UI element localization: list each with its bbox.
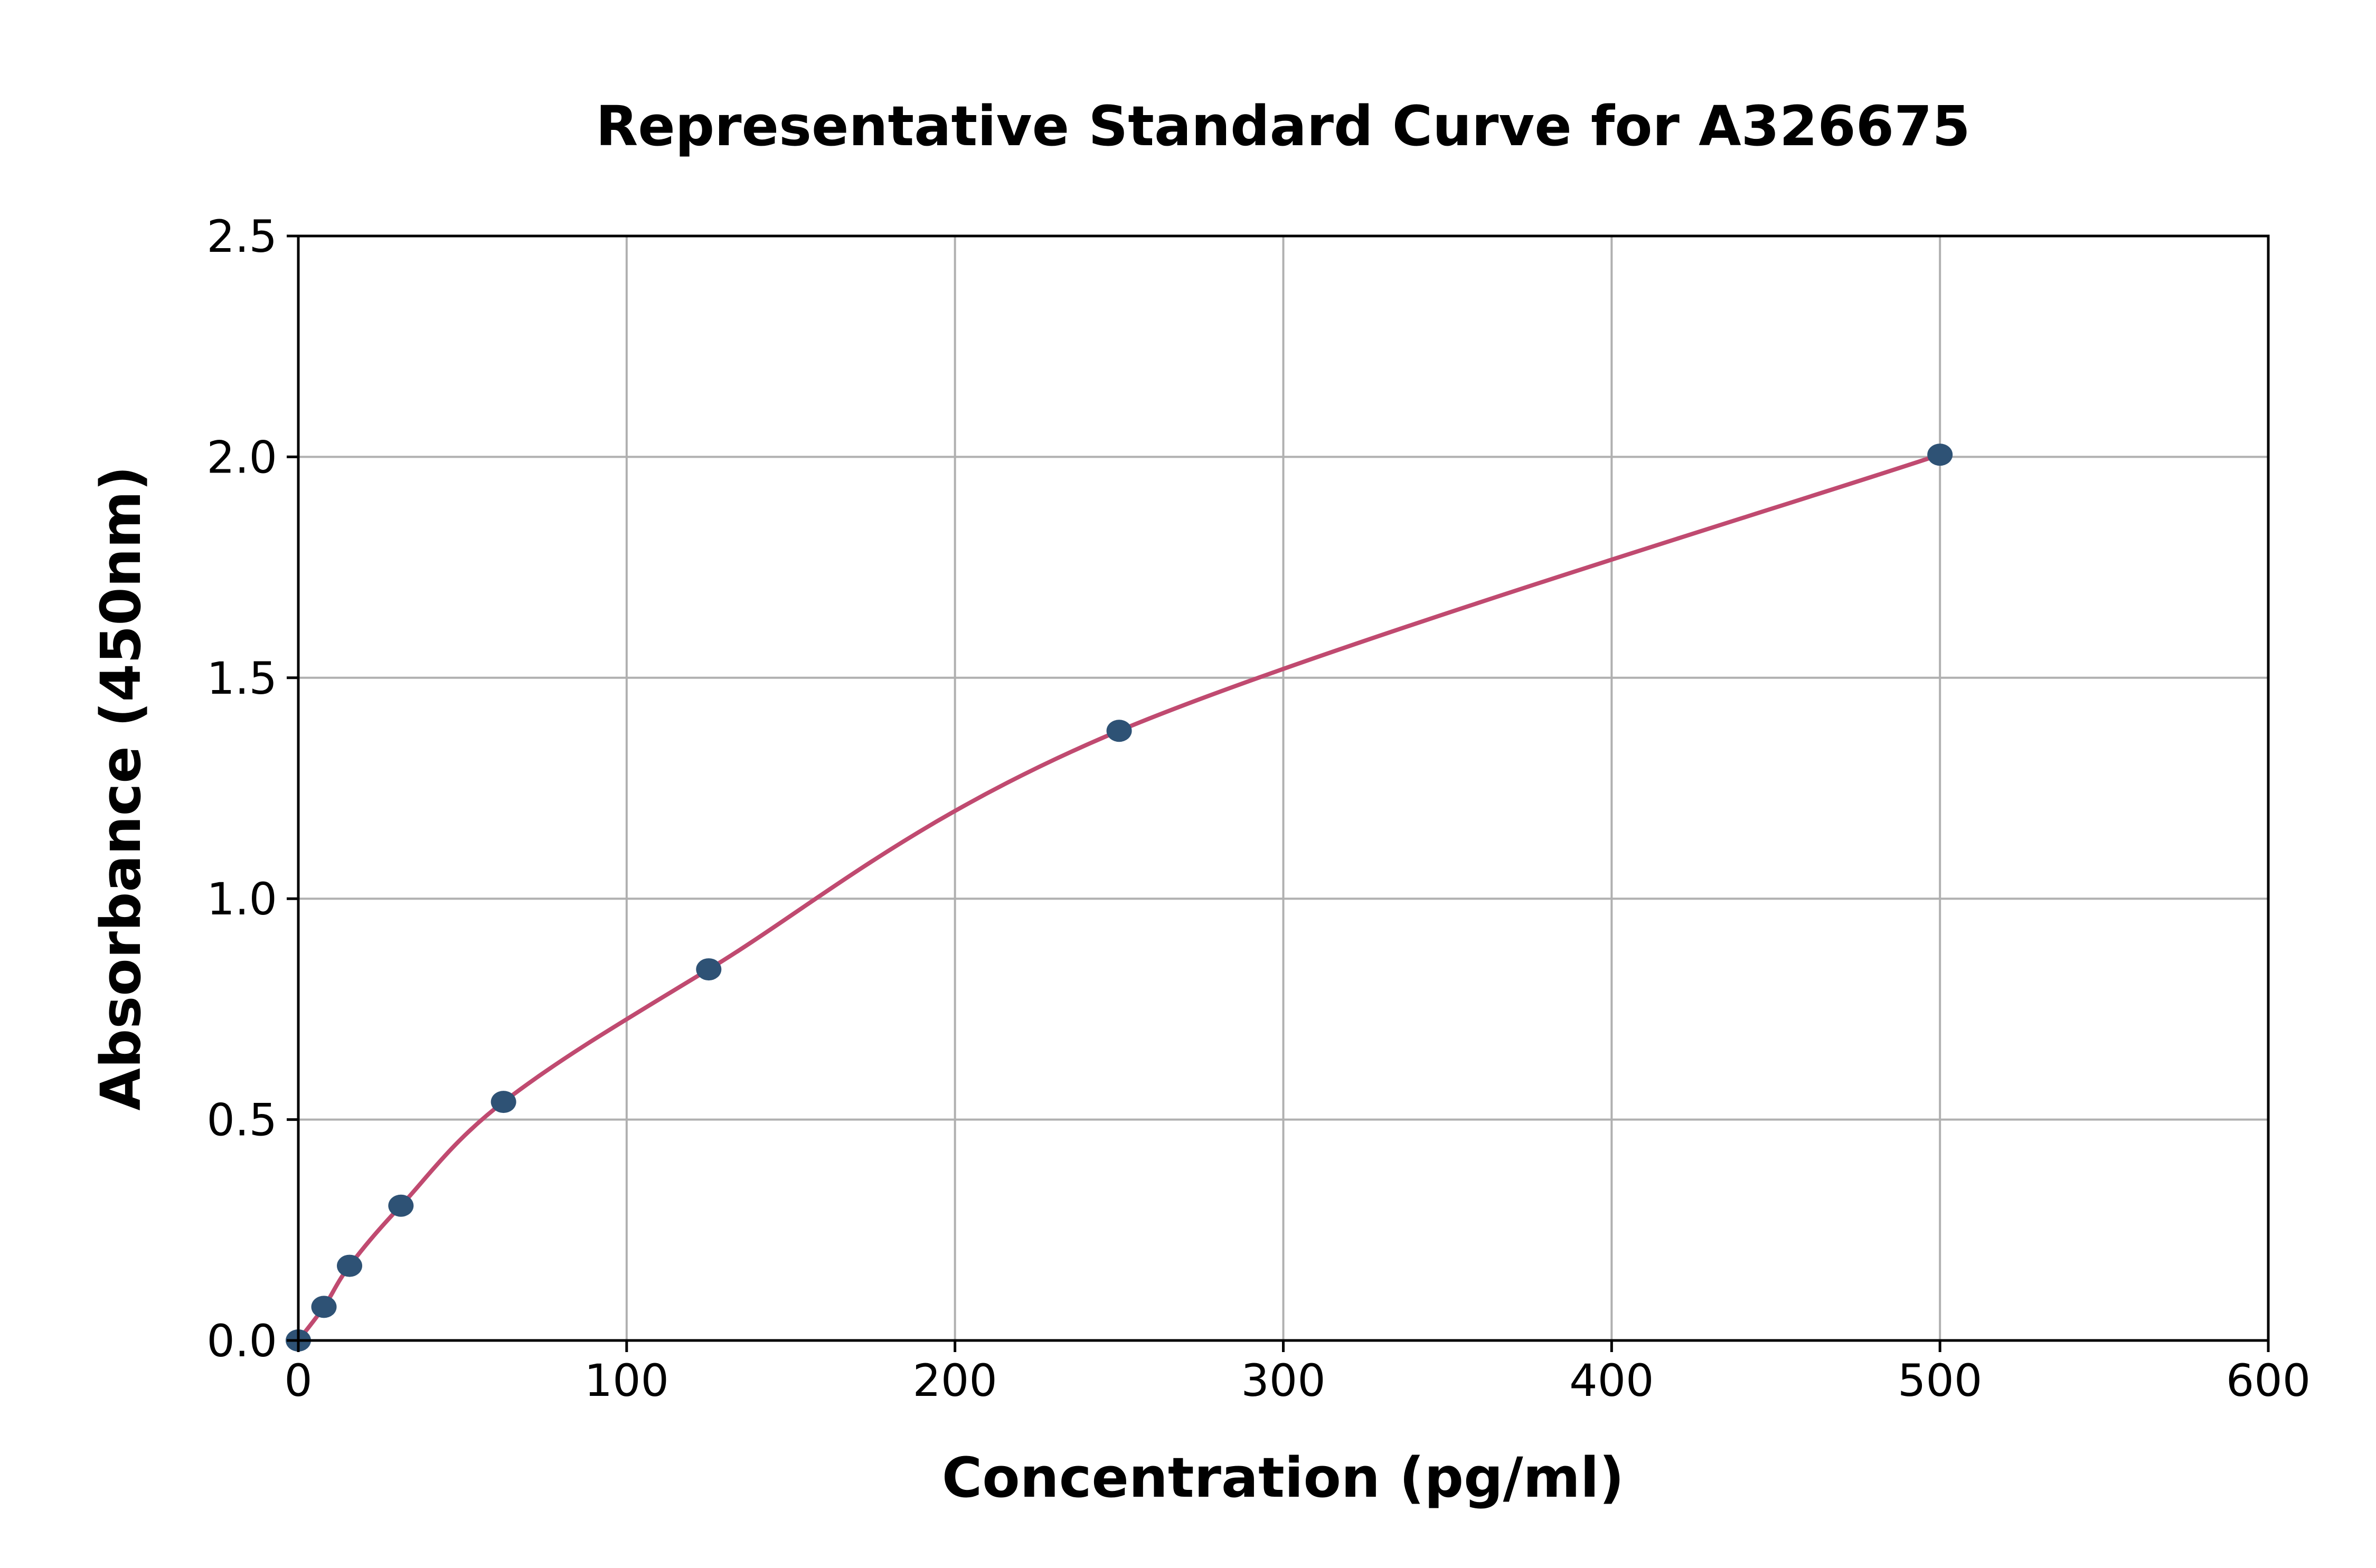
fit-curve-line [296,452,1941,1342]
y-tick-label: 2.5 [206,211,277,262]
x-tick-label: 300 [1241,1355,1325,1406]
y-tick-label: 1.0 [206,873,277,925]
x-axis-label: Concentration (pg/ml) [942,1446,1624,1510]
fit-curve [296,452,1941,1342]
x-tick-label: 200 [912,1355,997,1406]
y-tick-label: 2.0 [206,431,277,483]
data-point [1927,443,1953,466]
data-point [388,1194,414,1217]
data-point [696,958,722,981]
x-tick-label: 500 [1898,1355,1982,1406]
data-point [491,1091,516,1113]
x-tick-label: 100 [584,1355,669,1406]
y-tick-label: 0.0 [206,1315,277,1367]
y-tick-label: 0.5 [206,1094,277,1146]
x-tick-label: 600 [2226,1355,2311,1406]
x-tick-label: 400 [1569,1355,1654,1406]
y-axis-label: Absorbance (450nm) [89,466,153,1110]
grid [297,235,2269,1342]
y-tick-label: 1.5 [206,653,277,704]
data-point [311,1296,337,1318]
chart-title: Representative Standard Curve for A32667… [596,94,1970,158]
data-point [1106,720,1132,742]
axis-ticks: 0 100 200 300 400 500 600 0.0 0.5 1.0 1.5 2.0 2.5 [206,211,2311,1406]
data-points [286,443,1953,1352]
data-point [337,1254,363,1277]
x-tick-label: 0 [284,1355,312,1406]
